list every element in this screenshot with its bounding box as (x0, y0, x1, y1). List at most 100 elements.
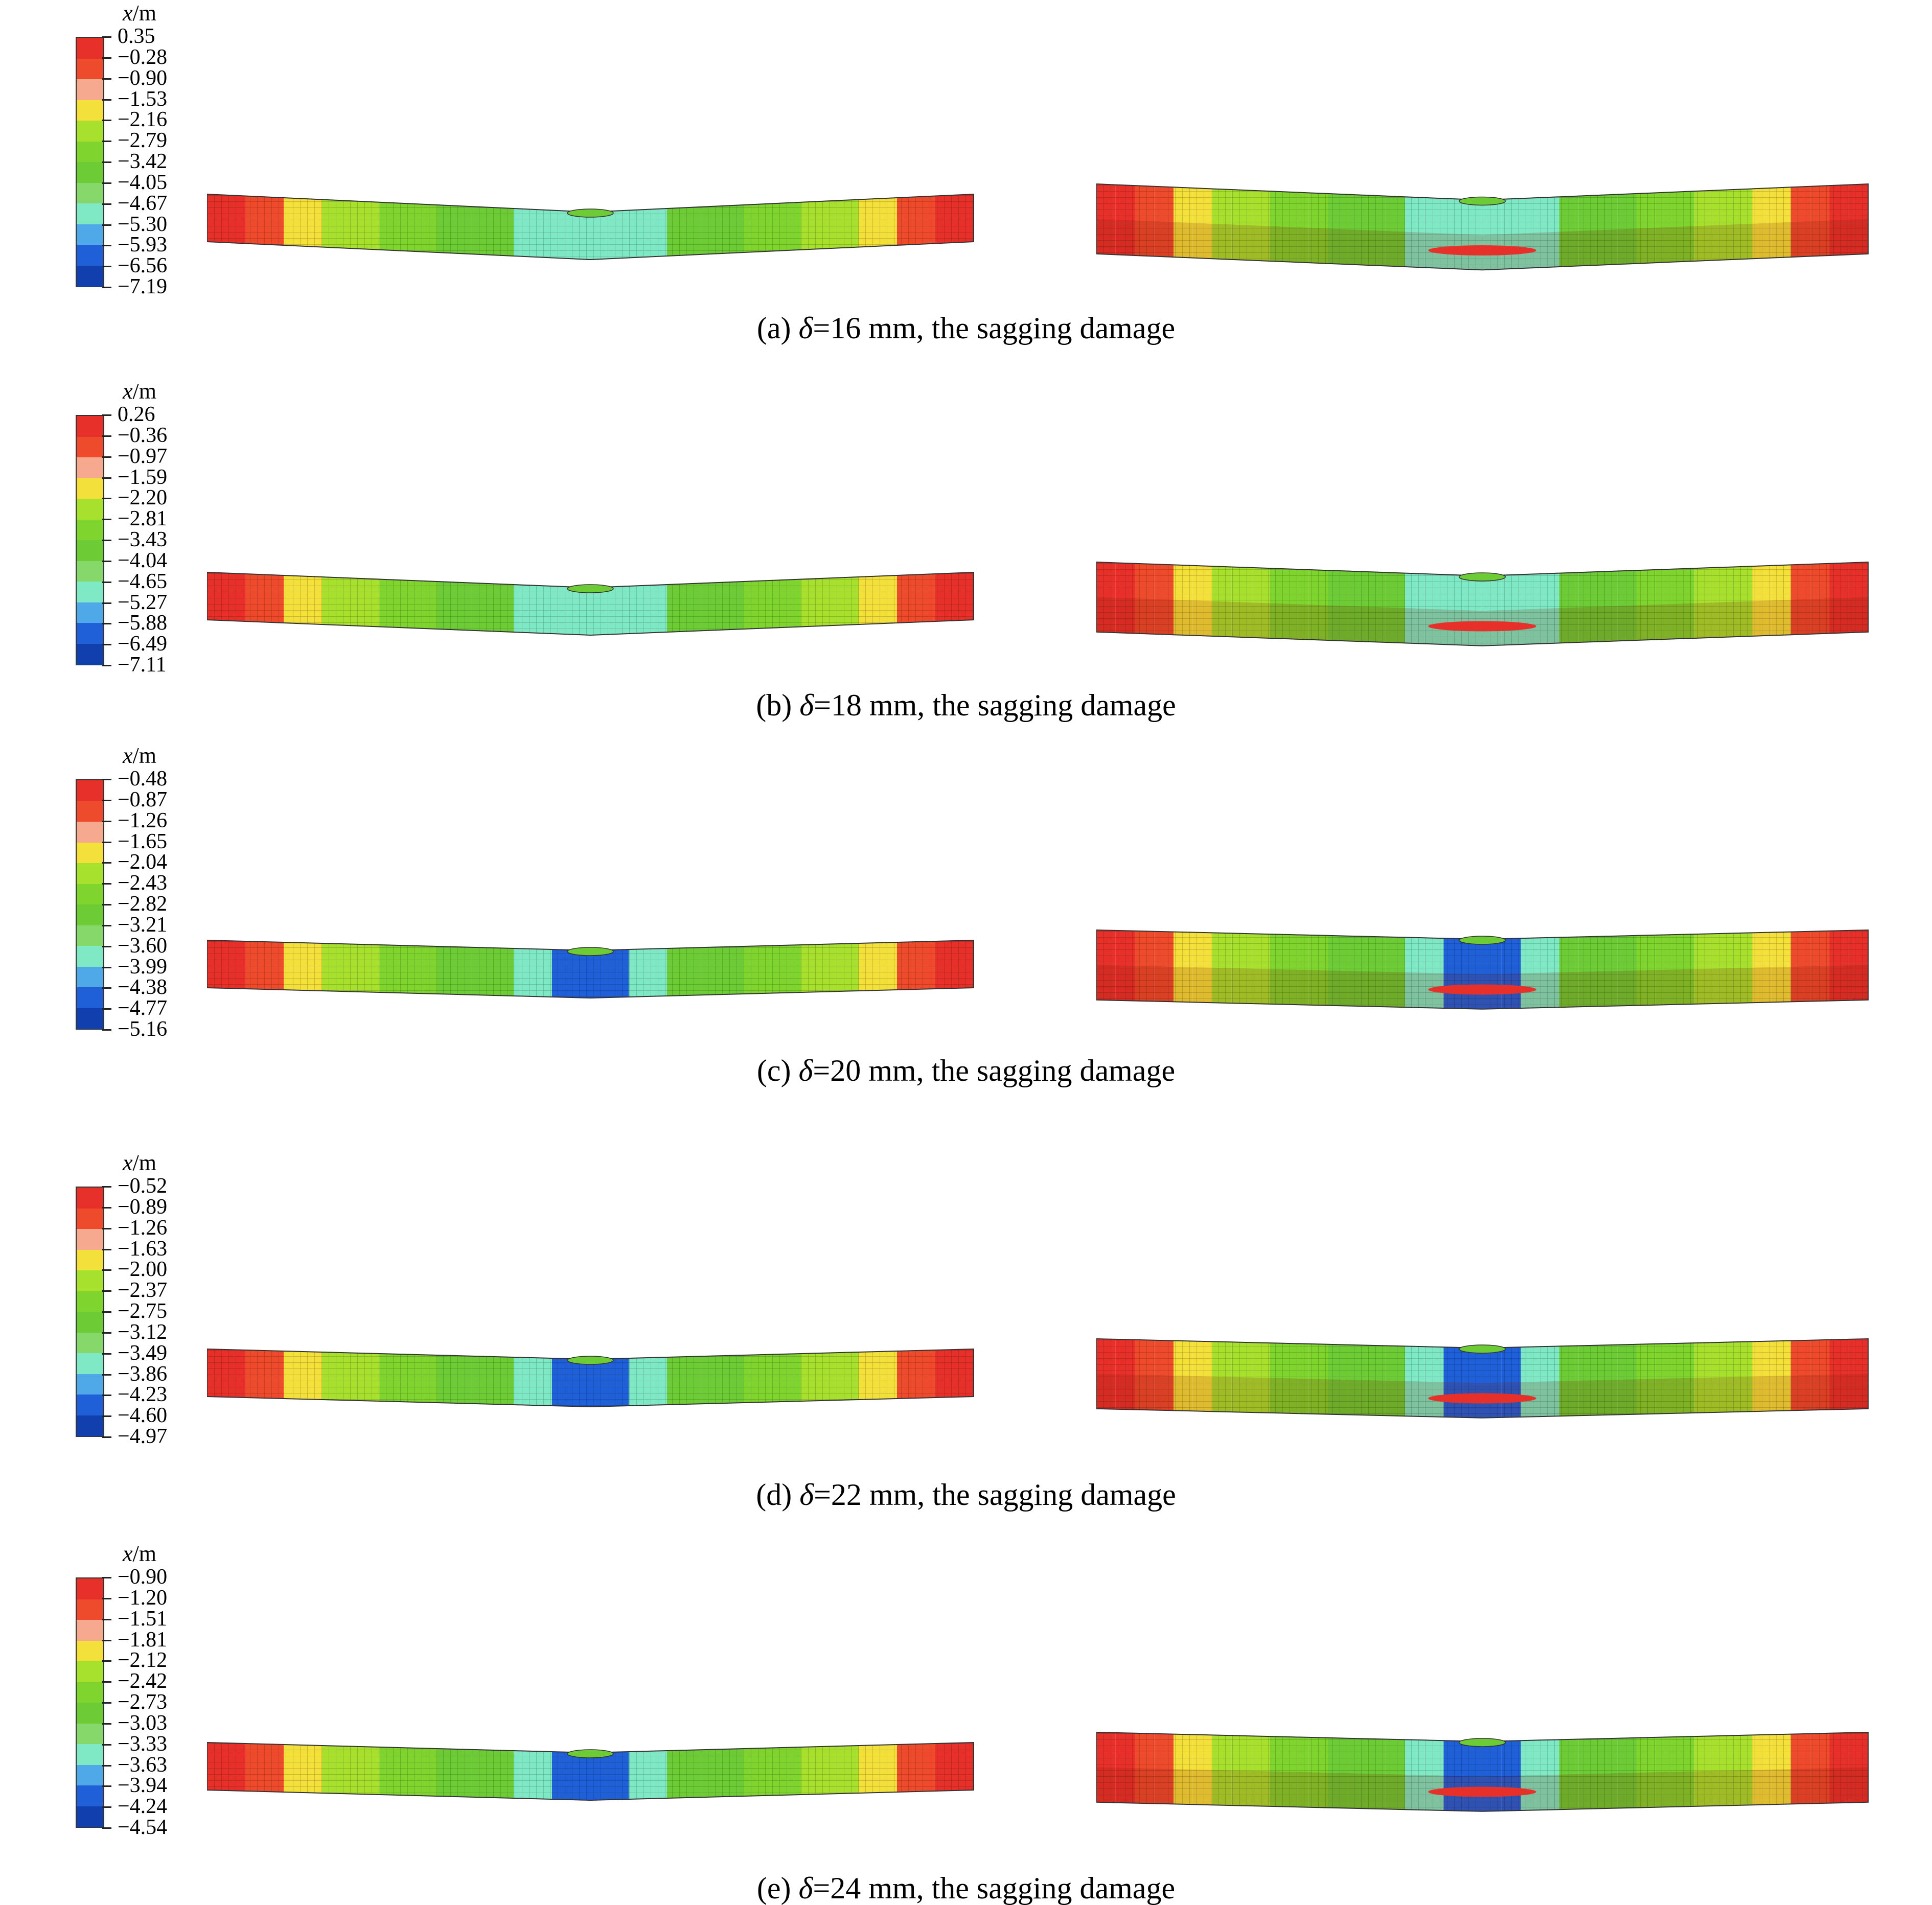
caption-label: (a) (756, 311, 799, 345)
legend-color-bar (76, 37, 104, 287)
legend-value: −3.49 (118, 1341, 168, 1365)
legend-value: −6.49 (118, 632, 168, 656)
legend-value: −3.43 (118, 528, 168, 551)
legend-value: −2.12 (118, 1648, 168, 1672)
legend-swatch (77, 1374, 103, 1395)
legend-tick (102, 1702, 111, 1704)
legend-swatch (77, 643, 103, 665)
legend-tick (102, 1029, 111, 1031)
legend-swatch (77, 121, 103, 142)
fem-beam-side-view (207, 939, 974, 999)
legend-tick (102, 779, 111, 780)
legend-title-unit: /m (132, 743, 156, 768)
legend-value: −3.21 (118, 913, 168, 937)
legend-swatch (77, 822, 103, 843)
legend-title: x/m (123, 1543, 156, 1565)
legend-value: −4.67 (118, 191, 168, 215)
fem-beam-side-view (207, 1741, 974, 1801)
legend-swatch (77, 416, 103, 437)
legend-tick (102, 883, 111, 885)
legend-swatch (77, 1208, 103, 1229)
legend-swatch (77, 946, 103, 967)
legend-swatch (77, 1008, 103, 1029)
legend-title-variable: x (123, 1150, 133, 1175)
legend-swatch (77, 1785, 103, 1806)
legend-tick (102, 862, 111, 864)
legend-swatch (77, 1270, 103, 1291)
fem-beam-perspective-view (1096, 1731, 1869, 1812)
legend-tick (102, 161, 111, 163)
legend-tick (102, 1186, 111, 1188)
legend-swatch (77, 1599, 103, 1620)
legend-swatch (77, 780, 103, 801)
panel-caption: (b) δ=18 mm, the sagging damage (0, 690, 1932, 721)
legend-color-bar (76, 1187, 104, 1437)
beam-mesh (1096, 1338, 1869, 1419)
legend-value: −4.77 (118, 996, 168, 1020)
caption-delta: δ (799, 688, 814, 722)
legend-tick (102, 644, 111, 646)
legend-tick (102, 36, 111, 38)
buckle-bump (567, 208, 614, 218)
legend-color-bar (76, 1577, 104, 1828)
legend-swatch (77, 540, 103, 561)
legend-value: −0.89 (118, 1195, 168, 1219)
legend-title-unit: /m (132, 1541, 156, 1566)
legend-swatch (77, 1744, 103, 1765)
caption-delta: δ (798, 311, 813, 345)
legend-swatch (77, 1332, 103, 1354)
buckle-bump (567, 584, 614, 593)
legend-tick (102, 966, 111, 968)
legend-tick (102, 245, 111, 247)
legend-value: −4.04 (118, 548, 168, 572)
buckle-bump (1458, 196, 1506, 206)
legend-value: −3.33 (118, 1732, 168, 1756)
legend-value: −2.04 (118, 850, 168, 874)
legend-tick (102, 1436, 111, 1438)
legend-swatch (77, 1291, 103, 1312)
legend-value: −5.88 (118, 611, 168, 635)
legend-tick (102, 820, 111, 822)
legend-tick (102, 120, 111, 122)
legend-tick (102, 1723, 111, 1725)
fem-beam-side-view (207, 193, 974, 261)
legend-swatch (77, 1249, 103, 1271)
legend-swatch (77, 623, 103, 644)
legend-value: −3.12 (118, 1320, 168, 1344)
legend-value: −4.38 (118, 975, 168, 1000)
legend-value: −4.05 (118, 170, 168, 194)
legend-value: −0.36 (118, 423, 168, 447)
buckle-bump (567, 1749, 614, 1758)
legend-tick (102, 1785, 111, 1787)
fem-beam-perspective-view (1096, 561, 1869, 646)
legend-value: −1.51 (118, 1607, 168, 1631)
compression-hotspot (1428, 1786, 1536, 1797)
legend-value: −5.16 (118, 1017, 168, 1041)
legend-tick (102, 456, 111, 458)
caption-delta: δ (798, 1054, 813, 1087)
beam-mesh (207, 1741, 974, 1801)
legend-value: −2.43 (118, 871, 168, 895)
legend-value: −7.19 (118, 275, 168, 298)
legend-tick (102, 1374, 111, 1376)
legend-swatch (77, 1229, 103, 1250)
legend-swatch (77, 1620, 103, 1641)
legend-swatch (77, 1640, 103, 1662)
legend-tick (102, 224, 111, 226)
panel-caption: (c) δ=20 mm, the sagging damage (0, 1055, 1932, 1086)
caption-label: (b) (756, 688, 800, 722)
legend-swatch (77, 1353, 103, 1374)
legend-swatch (77, 1703, 103, 1724)
legend-value: −0.97 (118, 444, 168, 468)
legend-title-unit: /m (132, 1150, 156, 1175)
legend-tick (102, 266, 111, 268)
beam-mesh (1096, 929, 1869, 1010)
legend-swatch (77, 499, 103, 520)
caption-text: =22 mm, the sagging damage (814, 1478, 1176, 1512)
beam-mesh (1096, 561, 1869, 646)
panel-caption: (e) δ=24 mm, the sagging damage (0, 1873, 1932, 1903)
legend-swatch (77, 884, 103, 905)
legend-value: −4.54 (118, 1816, 168, 1839)
legend-value: −7.11 (118, 653, 167, 677)
legend-value: −4.23 (118, 1383, 168, 1407)
